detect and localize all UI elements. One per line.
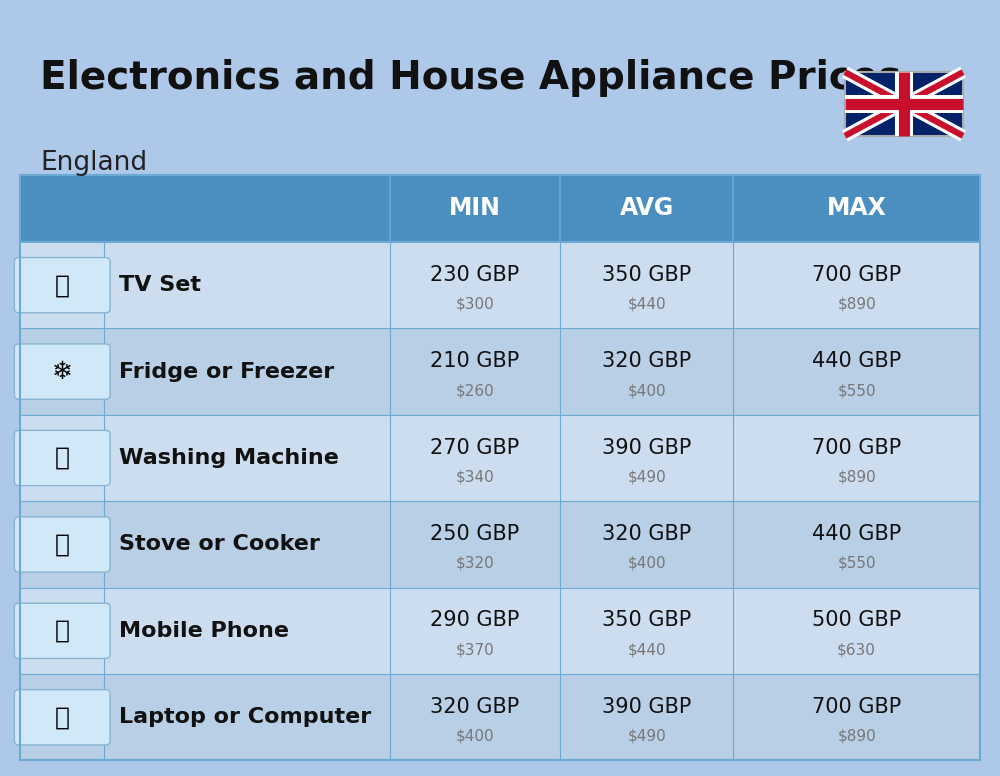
- Text: Stove or Cooker: Stove or Cooker: [119, 535, 320, 554]
- Text: 📱: 📱: [55, 618, 70, 643]
- Text: England: England: [40, 150, 147, 176]
- Text: 350 GBP: 350 GBP: [602, 611, 692, 630]
- Bar: [20, 587, 980, 674]
- Text: $400: $400: [456, 729, 494, 743]
- Text: Mobile Phone: Mobile Phone: [119, 621, 289, 641]
- Text: 🔥: 🔥: [55, 532, 70, 556]
- Bar: [20, 175, 980, 760]
- Text: $890: $890: [837, 469, 876, 484]
- Text: Washing Machine: Washing Machine: [119, 448, 339, 468]
- Text: $370: $370: [456, 643, 494, 657]
- FancyBboxPatch shape: [14, 258, 110, 313]
- Bar: [20, 242, 980, 328]
- Text: 290 GBP: 290 GBP: [430, 611, 520, 630]
- Text: 350 GBP: 350 GBP: [602, 265, 692, 285]
- Text: $490: $490: [628, 469, 666, 484]
- Text: 390 GBP: 390 GBP: [602, 438, 692, 458]
- Text: Fridge or Freezer: Fridge or Freezer: [119, 362, 335, 382]
- Text: $630: $630: [837, 643, 876, 657]
- Text: 320 GBP: 320 GBP: [602, 352, 692, 371]
- Text: $890: $890: [837, 296, 876, 312]
- Text: 210 GBP: 210 GBP: [430, 352, 520, 371]
- Bar: [20, 175, 980, 760]
- FancyBboxPatch shape: [14, 690, 110, 745]
- Text: 500 GBP: 500 GBP: [812, 611, 901, 630]
- Text: $260: $260: [456, 383, 494, 398]
- Text: 📺: 📺: [55, 273, 70, 297]
- Text: MAX: MAX: [827, 196, 887, 220]
- Text: 440 GBP: 440 GBP: [812, 524, 901, 544]
- Text: Electronics and House Appliance Prices: Electronics and House Appliance Prices: [40, 59, 901, 96]
- Text: TV Set: TV Set: [119, 275, 201, 295]
- Bar: [20, 328, 980, 415]
- Text: $550: $550: [837, 556, 876, 571]
- FancyBboxPatch shape: [14, 517, 110, 572]
- Text: ❄: ❄: [52, 359, 73, 383]
- Text: $490: $490: [628, 729, 666, 743]
- Text: 440 GBP: 440 GBP: [812, 352, 901, 371]
- Text: $550: $550: [837, 383, 876, 398]
- Bar: [20, 501, 980, 587]
- FancyBboxPatch shape: [14, 344, 110, 399]
- Text: $340: $340: [456, 469, 494, 484]
- Text: 💻: 💻: [55, 705, 70, 729]
- Text: $440: $440: [628, 296, 666, 312]
- Text: 320 GBP: 320 GBP: [602, 524, 692, 544]
- Bar: [845, 72, 963, 136]
- Text: 700 GBP: 700 GBP: [812, 265, 901, 285]
- Text: $400: $400: [628, 383, 666, 398]
- Text: $890: $890: [837, 729, 876, 743]
- Text: $320: $320: [456, 556, 494, 571]
- Text: 320 GBP: 320 GBP: [430, 697, 520, 717]
- Text: 250 GBP: 250 GBP: [430, 524, 520, 544]
- Text: 700 GBP: 700 GBP: [812, 697, 901, 717]
- Text: $400: $400: [628, 556, 666, 571]
- Bar: [20, 175, 980, 242]
- Text: 700 GBP: 700 GBP: [812, 438, 901, 458]
- Text: Laptop or Computer: Laptop or Computer: [119, 707, 372, 727]
- Bar: [20, 415, 980, 501]
- Text: $440: $440: [628, 643, 666, 657]
- Text: MIN: MIN: [449, 196, 501, 220]
- Text: $300: $300: [456, 296, 494, 312]
- Text: 🫧: 🫧: [55, 446, 70, 470]
- Text: 270 GBP: 270 GBP: [430, 438, 520, 458]
- FancyBboxPatch shape: [14, 431, 110, 486]
- Bar: [20, 674, 980, 760]
- FancyBboxPatch shape: [14, 603, 110, 659]
- Text: 390 GBP: 390 GBP: [602, 697, 692, 717]
- Text: AVG: AVG: [620, 196, 674, 220]
- Text: 230 GBP: 230 GBP: [430, 265, 520, 285]
